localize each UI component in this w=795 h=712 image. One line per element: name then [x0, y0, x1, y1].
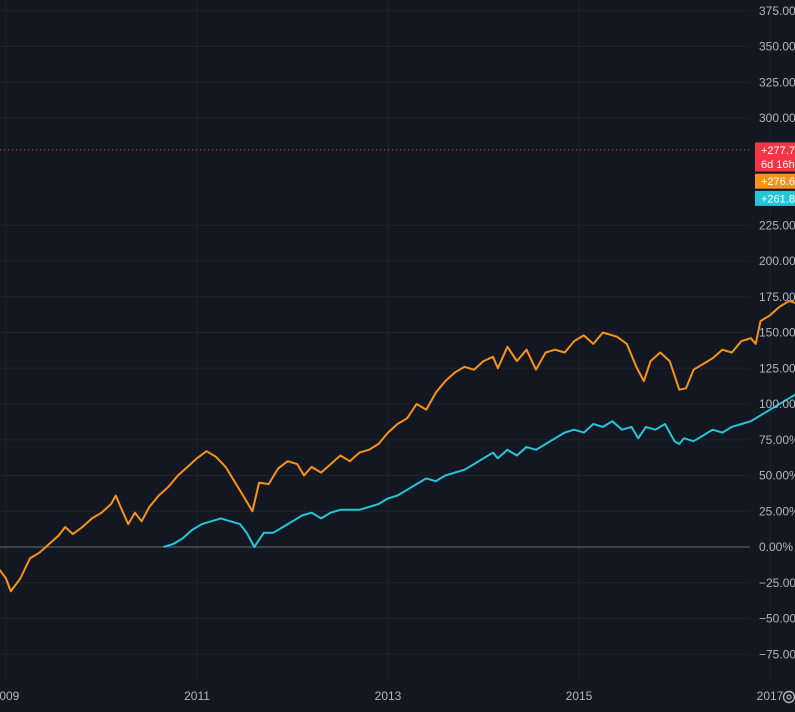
y-tick-label: 150.00%	[759, 326, 795, 340]
price-badge	[755, 142, 795, 158]
x-tick-label: 2009	[0, 689, 20, 703]
gear-icon[interactable]	[782, 690, 795, 704]
price-scale-badges: +277.7 6d 16h +276.6 +261.8	[755, 142, 795, 206]
price-badge-label: +277.7	[761, 145, 795, 157]
x-tick-label: 2013	[375, 689, 402, 703]
price-badge	[755, 173, 795, 189]
y-tick-label: 25.00%	[759, 504, 795, 518]
y-tick-label: 125.00%	[759, 361, 795, 375]
y-tick-label: 200.00%	[759, 254, 795, 268]
x-tick-label: 2011	[184, 689, 210, 703]
price-badge-label: 6d 16h	[761, 159, 795, 171]
y-tick-label: 375.00%	[759, 4, 795, 18]
chart-grid	[0, 0, 771, 680]
y-tick-label: −75.00%	[759, 647, 795, 661]
price-badge	[755, 156, 795, 172]
y-tick-label: 50.00%	[759, 469, 795, 483]
price-badge-label: +276.6	[761, 176, 795, 188]
y-tick-label: 325.00%	[759, 75, 795, 89]
x-tick-label: 2015	[566, 689, 593, 703]
y-tick-label: 175.00%	[759, 290, 795, 304]
y-tick-label: 300.00%	[759, 111, 795, 125]
y-tick-label: 350.00%	[759, 40, 795, 54]
y-axis-labels: 375.00% 350.00% 325.00% 300.00% 225.00% 200.0…	[759, 4, 795, 662]
chart-series-layer	[0, 21, 795, 593]
y-tick-label: 100.00%	[759, 397, 795, 411]
series-line-2[interactable]	[163, 92, 795, 548]
x-axis-labels: 20092011201320152017201920212023	[0, 689, 784, 703]
price-badge-label: +261.8	[761, 193, 795, 205]
y-tick-label: 75.00%	[759, 433, 795, 447]
y-tick-label: 0.00%	[759, 540, 793, 554]
price-badge	[755, 190, 795, 206]
series-line-1[interactable]	[0, 21, 795, 593]
x-tick-label: 2017	[757, 689, 784, 703]
y-tick-label: 225.00%	[759, 218, 795, 232]
y-tick-label: −50.00%	[759, 612, 795, 626]
y-tick-label: −25.00%	[759, 576, 795, 590]
